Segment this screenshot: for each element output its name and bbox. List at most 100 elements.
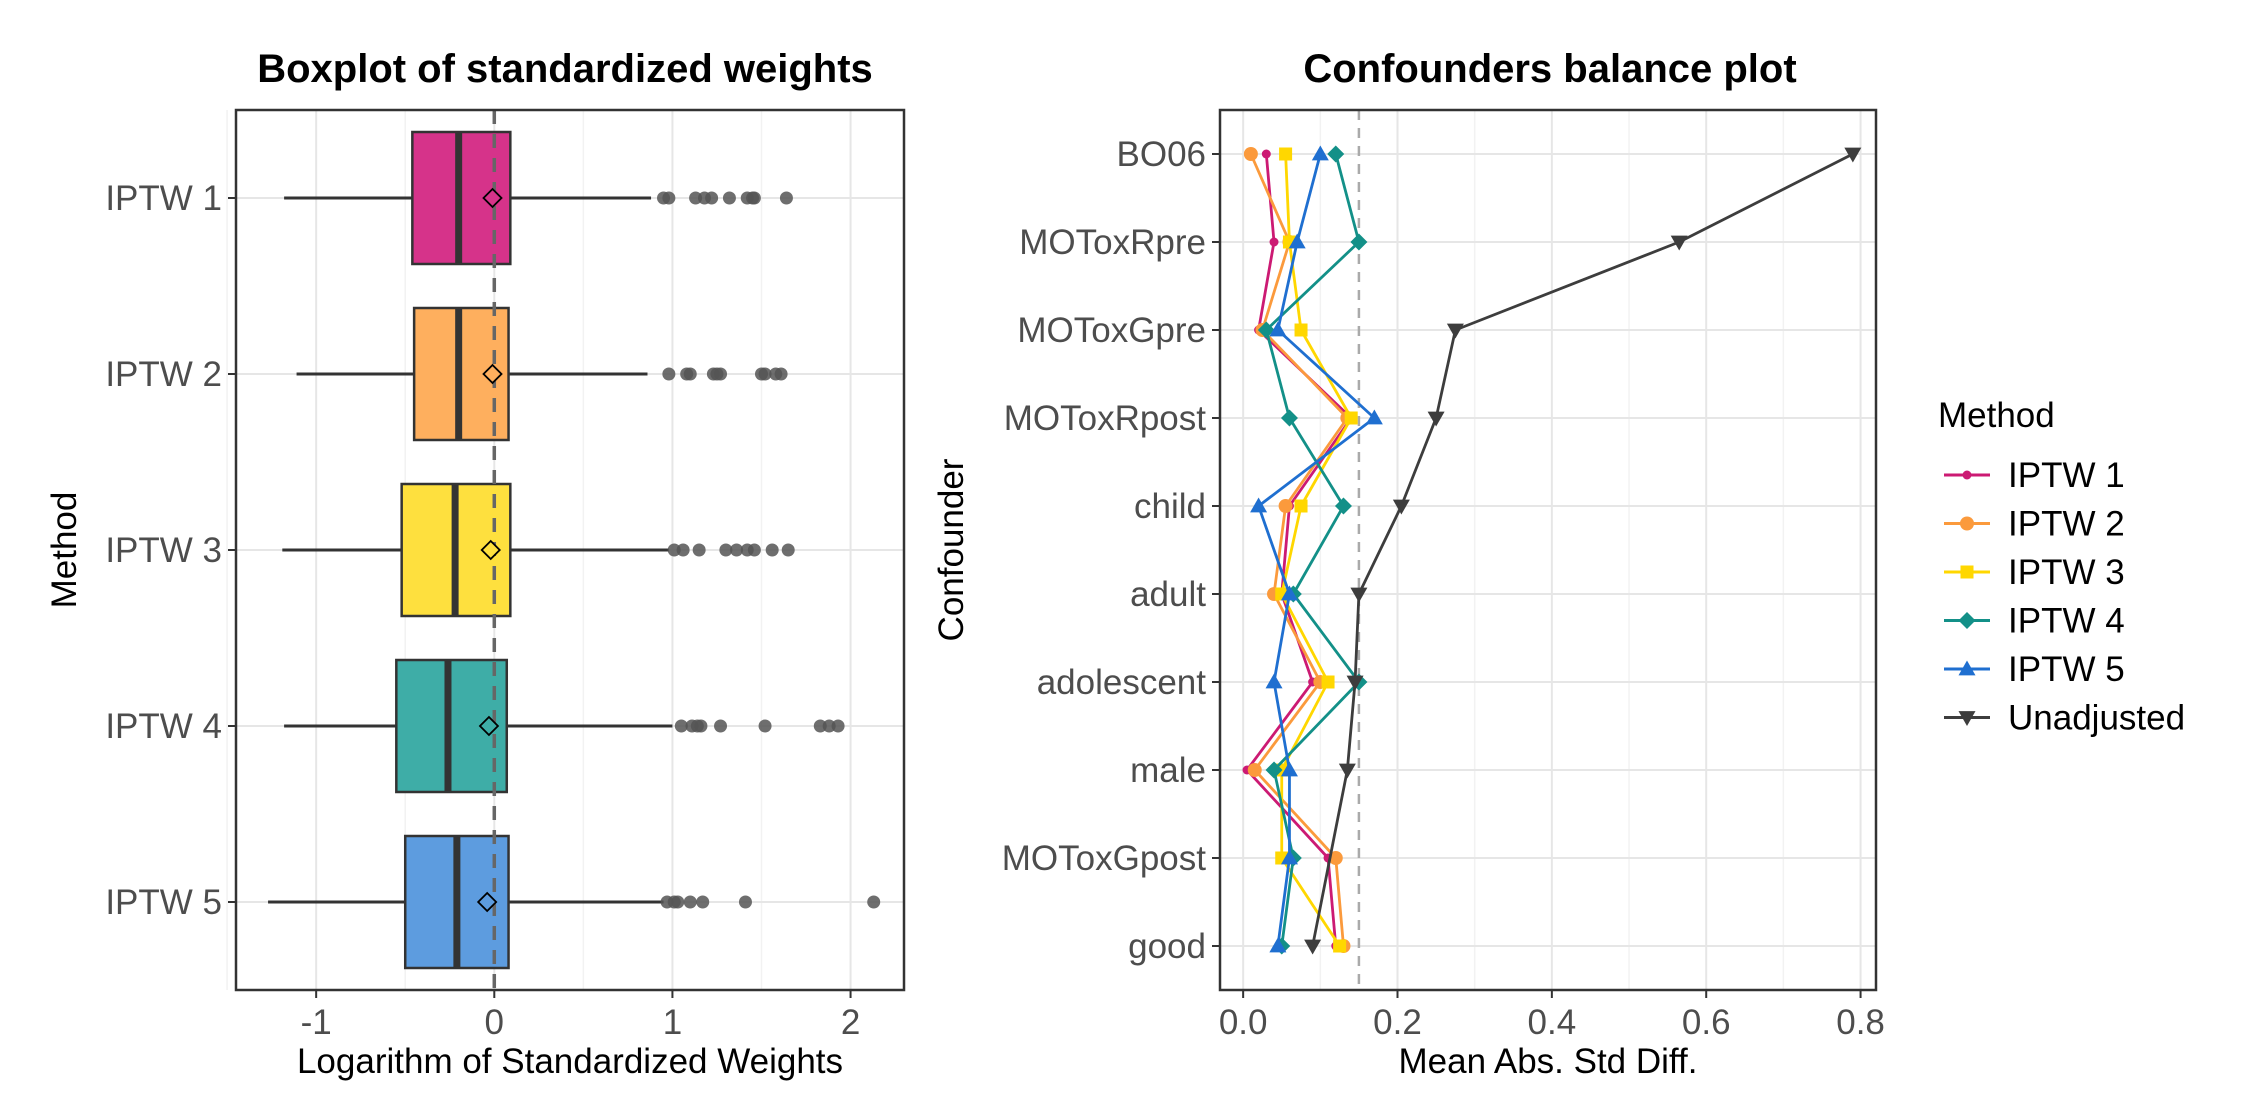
series-point <box>1304 939 1322 955</box>
box-outlier <box>662 367 676 381</box>
legend-key-marker <box>1960 516 1974 531</box>
box-outlier <box>696 895 710 909</box>
series-point <box>1346 675 1364 691</box>
box-outlier <box>667 543 681 557</box>
legend-label: IPTW 3 <box>2008 553 2125 592</box>
boxplot-marks <box>268 110 881 990</box>
box-outlier <box>774 367 788 381</box>
series-unadjusted <box>1304 147 1862 955</box>
box-outlier <box>714 367 728 381</box>
balance-x-tick-label: 0.4 <box>1528 1003 1577 1042</box>
boxplot-title: Boxplot of standardized weights <box>257 47 873 91</box>
balance-y-tick-label: MOToxGpre <box>1017 311 1206 350</box>
boxplot-x-tick-label: 2 <box>841 1003 860 1042</box>
box-outlier <box>813 719 827 733</box>
series-line <box>1264 153 1361 947</box>
legend-label: IPTW 5 <box>2008 650 2125 689</box>
series-point <box>1261 149 1271 159</box>
balance-y-tick-label: MOToxRpost <box>1004 399 1207 438</box>
boxplot-x-axis-label: Logarithm of Standardized Weights <box>297 1042 843 1081</box>
boxplot-y-tick-label: IPTW 3 <box>105 531 222 570</box>
box-outlier <box>831 719 845 733</box>
series-point <box>1280 409 1298 427</box>
box-outlier <box>822 719 836 733</box>
box-outlier <box>779 191 793 205</box>
legend-label: IPTW 1 <box>2008 456 2125 495</box>
balance-x-tick-label: 0.0 <box>1219 1003 1268 1042</box>
legend-key-marker <box>1958 612 1976 629</box>
boxplot-y-tick-labels: IPTW 1 IPTW 2 IPTW 3 IPTW 4 IPTW 5 <box>105 179 236 922</box>
series-point <box>1288 233 1306 249</box>
box-outlier <box>662 191 676 205</box>
balance-x-axis-label: Mean Abs. Std Diff. <box>1399 1042 1698 1081</box>
series-point <box>1269 321 1287 337</box>
box-outlier <box>867 895 881 909</box>
legend: Method IPTW 1 IPTW 2 IPTW 3 IPTW 4 IPTW 5 Una… <box>1938 396 2185 738</box>
series-point <box>1334 497 1352 515</box>
balance-y-tick-label: good <box>1128 927 1206 966</box>
box-outlier <box>683 367 697 381</box>
series-point <box>1338 763 1356 779</box>
series-point <box>1280 761 1298 777</box>
boxplot-x-tick-label: 1 <box>663 1003 682 1042</box>
series-point <box>1365 409 1383 425</box>
balance-y-tick-label: MOToxRpre <box>1019 223 1206 262</box>
series-point <box>1269 937 1287 953</box>
legend-item-iptw-3: IPTW 3 <box>1944 553 2125 592</box>
boxplot-y-axis-label: Method <box>45 492 84 609</box>
series-line <box>1249 153 1349 947</box>
legend-item-iptw-2: IPTW 2 <box>1944 505 2125 544</box>
legend-key-marker <box>1960 565 1974 579</box>
box-mean-marker <box>482 363 503 385</box>
box-outlier <box>758 719 772 733</box>
series-point <box>1250 497 1268 513</box>
balance-y-tick-label: adolescent <box>1037 663 1207 702</box>
series-point <box>1333 939 1347 953</box>
series-point <box>1446 323 1464 339</box>
box-mean-marker <box>478 715 500 737</box>
series-point <box>1344 411 1358 425</box>
boxplot-x-tick-label: 0 <box>485 1003 504 1042</box>
boxplot-y-tick-label: IPTW 5 <box>105 883 222 922</box>
boxplot-x-tick-labels: -1 0 1 2 <box>301 990 860 1042</box>
series-point <box>1265 673 1283 689</box>
balance-panel: Confounders balance plot BO06 MOToxRpre MO… <box>932 47 1885 1081</box>
box-outlier <box>676 543 690 557</box>
box-outlier <box>719 543 733 557</box>
series-line <box>1245 153 1353 947</box>
balance-y-tick-label: BO06 <box>1117 135 1207 174</box>
box-outlier <box>730 543 744 557</box>
balance-plot-border <box>1218 108 1878 992</box>
series-line <box>1280 153 1353 947</box>
legend-items: IPTW 1 IPTW 2 IPTW 3 IPTW 4 IPTW 5 Unadjusted <box>1944 456 2185 738</box>
balance-x-tick-label: 0.8 <box>1836 1003 1885 1042</box>
legend-item-iptw-1: IPTW 1 <box>1944 456 2125 495</box>
box-outlier <box>781 543 795 557</box>
legend-key-marker <box>1958 711 1976 726</box>
boxplot-x-tick-label: -1 <box>301 1003 332 1042</box>
legend-key-marker <box>1958 660 1976 676</box>
box-outlier <box>705 191 719 205</box>
box-mean-marker <box>482 187 503 209</box>
legend-label: IPTW 4 <box>2008 602 2125 641</box>
series-line <box>1257 153 1376 947</box>
series-point <box>1844 147 1862 163</box>
series-point <box>1311 145 1329 161</box>
box-outlier <box>714 719 728 733</box>
legend-title: Method <box>1938 396 2055 435</box>
series-point <box>1327 145 1345 163</box>
series-point <box>1350 587 1368 603</box>
balance-y-axis-label: Confounder <box>932 458 971 641</box>
series-point <box>1670 235 1688 251</box>
series-point <box>1257 321 1275 339</box>
box-iptw-5 <box>268 834 881 970</box>
series-point <box>1279 147 1293 161</box>
series-point <box>1294 323 1308 337</box>
balance-x-tick-labels: 0.0 0.2 0.4 0.6 0.8 <box>1219 990 1885 1042</box>
box-outlier <box>738 895 752 909</box>
balance-marks <box>1242 145 1862 955</box>
boxplot-panel: Boxplot of standardized weights IPTW 1IP… <box>45 47 906 1081</box>
series-iptw-5 <box>1250 145 1383 953</box>
series-point <box>1280 849 1298 865</box>
balance-plot-background <box>1220 110 1876 990</box>
